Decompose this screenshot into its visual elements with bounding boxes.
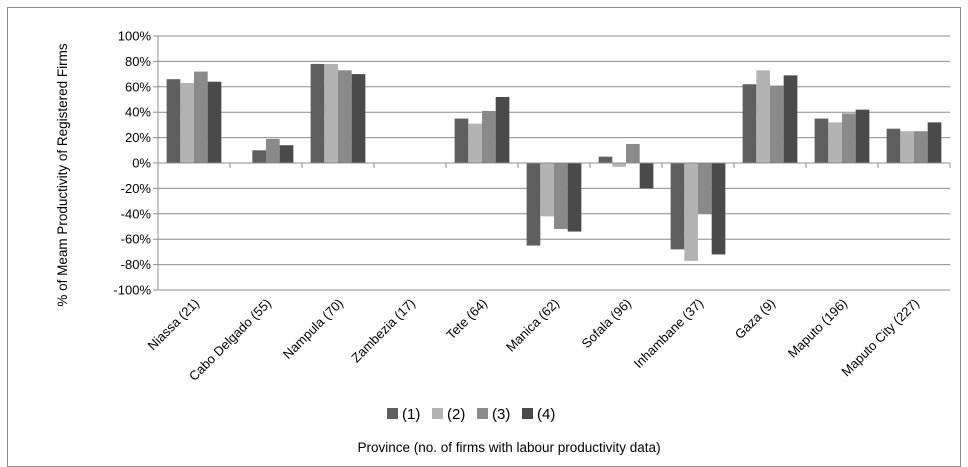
legend-swatch (432, 408, 443, 419)
y-tick-label: 20% (125, 130, 151, 145)
bar (180, 82, 194, 163)
chart-frame (7, 7, 961, 467)
bar (814, 118, 829, 163)
legend: (1) (2) (3) (4) (387, 406, 555, 423)
bar (540, 163, 554, 217)
y-tick-label: -60% (121, 232, 152, 247)
y-tick-label: 80% (125, 54, 151, 69)
bar (310, 63, 325, 163)
legend-swatch (387, 408, 398, 419)
bar (886, 128, 901, 163)
bar (482, 110, 496, 163)
bar (468, 123, 482, 163)
legend-label: (3) (492, 406, 510, 423)
bar (567, 163, 582, 232)
bar (194, 71, 208, 163)
x-tick-label: Manica (62) (503, 296, 562, 355)
bar (914, 131, 928, 163)
x-tick-label: Niassa (21) (145, 296, 203, 354)
bar (324, 63, 338, 163)
x-tick-label: Inhambane (37) (631, 296, 707, 372)
x-tick-label: Sofala (96) (579, 296, 635, 352)
x-tick-label: Maputo (196) (785, 296, 850, 361)
bar (626, 143, 640, 163)
bar (855, 109, 870, 163)
x-tick-label: Zambezia (17) (348, 296, 418, 366)
legend-label: (1) (402, 406, 420, 423)
bar (612, 163, 626, 167)
y-tick-labels: 100% 80% 60% 40% 20% 0% -20% -40% -60% -80% -100% (113, 29, 151, 298)
bar (770, 85, 784, 163)
bar (670, 163, 685, 250)
legend-swatch (522, 408, 533, 419)
x-axis-title: Province (no. of firms with labour produ… (357, 440, 660, 455)
bars (166, 63, 942, 261)
bar (684, 163, 698, 261)
y-tick-label: 0% (132, 156, 151, 171)
x-tick-label: Nampula (70) (280, 296, 346, 362)
bar (166, 79, 181, 163)
bar (338, 70, 352, 163)
bar (598, 156, 613, 163)
bar (279, 145, 294, 163)
legend-label: (2) (447, 406, 465, 423)
axes (153, 35, 951, 291)
x-tick-label: Gaza (9) (732, 296, 778, 342)
bar (698, 163, 712, 214)
legend-swatch (477, 408, 488, 419)
bar (554, 163, 568, 230)
y-tick-label: 40% (125, 105, 151, 120)
bar (266, 138, 280, 163)
y-axis-title: % of Meam Productivity of Registered Fir… (55, 43, 70, 307)
bar (252, 150, 266, 163)
legend-label: (4) (537, 406, 555, 423)
bar (842, 113, 856, 163)
bar (495, 96, 510, 163)
y-tick-label: 100% (118, 29, 152, 44)
bar (828, 122, 842, 163)
x-tick-label: Tete (64) (443, 296, 490, 343)
bar (207, 81, 222, 163)
bar (351, 74, 366, 163)
bar (756, 70, 770, 163)
bar (927, 122, 942, 163)
bar (454, 118, 469, 163)
y-tick-label: -40% (121, 206, 152, 221)
x-tick-label: Maputo City (227) (838, 296, 922, 380)
bar (639, 163, 654, 189)
bar (711, 163, 726, 255)
bar (783, 75, 798, 163)
x-tick-labels: Niassa (21)Cabo Delgado (55) Nampula (70)… (145, 296, 923, 384)
y-tick-label: -20% (121, 181, 152, 196)
bar (900, 131, 914, 163)
y-tick-label: -80% (121, 257, 152, 272)
bar (526, 163, 541, 246)
y-tick-label: 60% (125, 79, 151, 94)
y-tick-label: -100% (113, 283, 151, 298)
bar (742, 84, 757, 163)
